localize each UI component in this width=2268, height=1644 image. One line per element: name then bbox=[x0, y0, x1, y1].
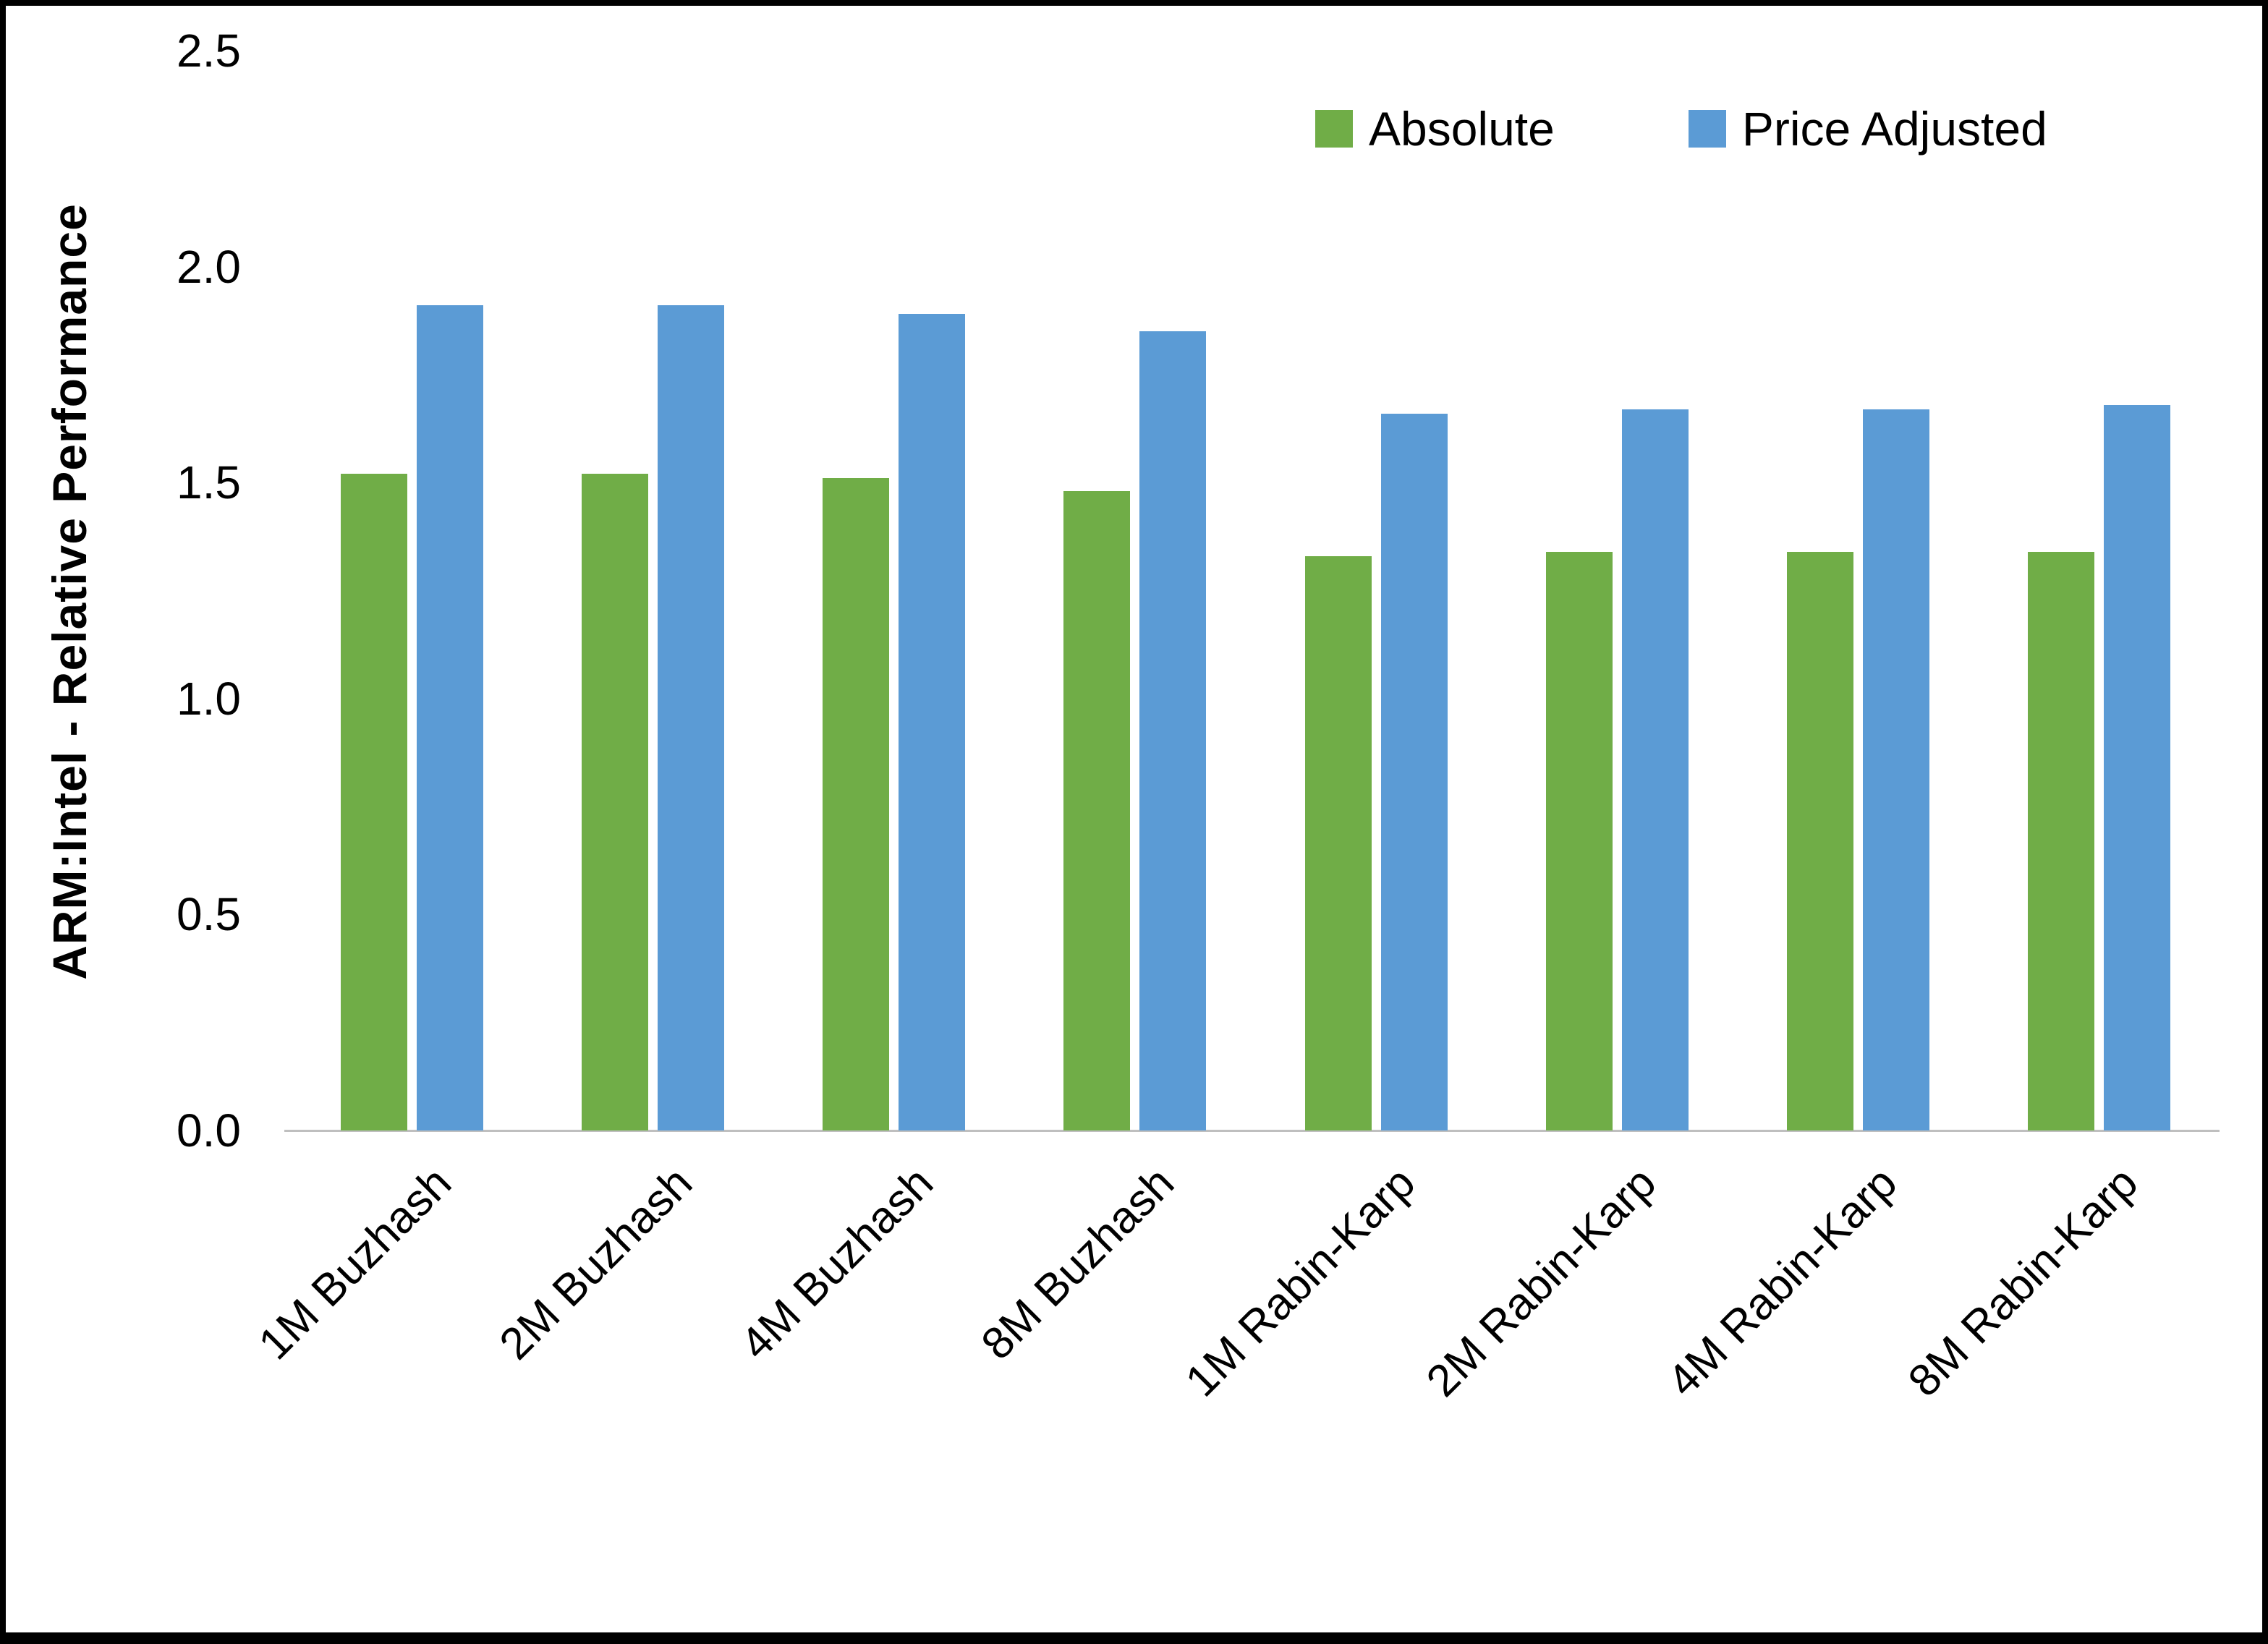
x-category-label: 2M Rabin-Karp bbox=[1417, 1157, 1666, 1407]
bar-absolute bbox=[1063, 491, 1131, 1130]
bar-price-adjusted bbox=[1139, 331, 1207, 1130]
bar-price-adjusted bbox=[1862, 409, 1929, 1130]
y-axis-title: ARM:Intel - Relative Performance bbox=[43, 203, 96, 980]
bar-group bbox=[582, 51, 725, 1130]
bar-absolute bbox=[2027, 551, 2094, 1130]
x-category-label: 1M Buzhash bbox=[249, 1157, 462, 1370]
bar-price-adjusted bbox=[1380, 413, 1448, 1130]
y-tick-label: 2.5 bbox=[177, 25, 241, 77]
y-axis-ticks: 0.0 0.5 1.0 1.5 2.0 2.5 bbox=[122, 27, 241, 1154]
legend-item-absolute: Absolute bbox=[1315, 101, 1555, 156]
y-tick-label: 1.5 bbox=[177, 456, 241, 509]
plot-area: Absolute Price Adjusted bbox=[284, 51, 2220, 1132]
bar-group bbox=[1304, 51, 1448, 1130]
legend-label-price-adjusted: Price Adjusted bbox=[1741, 102, 2047, 156]
bar-group bbox=[2027, 51, 2170, 1130]
bar-price-adjusted bbox=[417, 305, 484, 1130]
bar-price-adjusted bbox=[899, 314, 966, 1130]
legend-swatch-price-adjusted bbox=[1688, 110, 1726, 148]
legend: Absolute Price Adjusted bbox=[1315, 101, 2047, 156]
legend-label-absolute: Absolute bbox=[1369, 102, 1555, 156]
x-category-label: 4M Rabin-Karp bbox=[1658, 1157, 1907, 1407]
x-category-label: 8M Buzhash bbox=[972, 1157, 1184, 1370]
bar-price-adjusted bbox=[1621, 409, 1689, 1130]
y-tick-label: 1.0 bbox=[177, 672, 241, 725]
bars-container bbox=[292, 51, 2220, 1130]
y-tick-label: 0.5 bbox=[177, 888, 241, 941]
y-tick-label: 0.0 bbox=[177, 1104, 241, 1157]
plot-container: ARM:Intel - Relative Performance 0.0 0.5 1… bbox=[6, 6, 2262, 1632]
bar-absolute bbox=[823, 478, 890, 1130]
x-category-label: 2M Buzhash bbox=[490, 1157, 702, 1370]
bar-group bbox=[1063, 51, 1207, 1130]
bar-price-adjusted bbox=[658, 305, 725, 1130]
bar-group bbox=[1786, 51, 1929, 1130]
legend-swatch-absolute bbox=[1315, 110, 1353, 148]
bar-absolute bbox=[1786, 551, 1853, 1130]
x-category-label: 1M Rabin-Karp bbox=[1176, 1157, 1425, 1407]
legend-item-price-adjusted: Price Adjusted bbox=[1688, 101, 2047, 156]
x-category-label: 4M Buzhash bbox=[731, 1157, 943, 1370]
bar-absolute bbox=[341, 474, 408, 1130]
bar-group bbox=[341, 51, 484, 1130]
x-axis-labels: 1M Buzhash 2M Buzhash 4M Buzhash 8M Buzhash… bbox=[250, 1143, 2220, 1548]
y-tick-label: 2.0 bbox=[177, 240, 241, 293]
bar-absolute bbox=[1304, 555, 1372, 1130]
x-category-label: 8M Rabin-Karp bbox=[1899, 1157, 2148, 1407]
bar-price-adjusted bbox=[2103, 404, 2170, 1130]
bar-group bbox=[823, 51, 966, 1130]
x-axis-line bbox=[284, 1130, 2220, 1132]
bar-group bbox=[1545, 51, 1689, 1130]
bar-absolute bbox=[1545, 551, 1613, 1130]
bar-absolute bbox=[582, 474, 649, 1130]
